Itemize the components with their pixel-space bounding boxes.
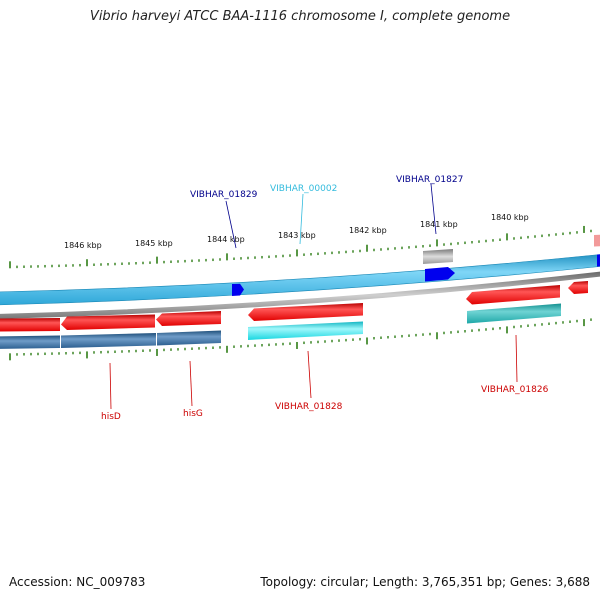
gene-arrow-vibhar-01828[interactable] <box>248 303 363 321</box>
callout-line-vibhar-01829 <box>225 200 237 249</box>
gene-arrow-hisG[interactable] <box>156 311 221 326</box>
genome-backbone <box>0 271 600 319</box>
callout-line-vibhar-01827 <box>430 183 437 235</box>
tick-label-1841: 1841 kbp <box>420 220 458 229</box>
gene-label-vibhar-01828[interactable]: VIBHAR_01828 <box>275 402 343 412</box>
forward-feature-right-edge[interactable] <box>597 254 600 267</box>
forward-feature-vibhar-01827[interactable] <box>425 267 455 282</box>
cds-track-hisG[interactable] <box>157 330 221 346</box>
gene-arrow-hisD[interactable] <box>61 314 155 331</box>
callout-line-vibhar-00002 <box>299 193 304 245</box>
forward-feature-vibhar-01829[interactable] <box>232 283 244 296</box>
accession-text: Accession: NC_009783 <box>9 575 146 589</box>
cds-track-hisD[interactable] <box>61 333 156 348</box>
callout-line-hisG <box>189 360 193 407</box>
callout-line-hisD <box>109 362 112 410</box>
topology-text: Topology: circular; Length: 3,765,351 bp… <box>260 575 590 589</box>
scale-ticks-bottom <box>9 318 592 361</box>
tick-label-1845: 1845 kbp <box>135 239 173 248</box>
gray-feature-vibhar-01827[interactable] <box>423 249 453 264</box>
callout-line-vibhar-01826 <box>515 334 518 383</box>
gene-label-vibhar-01826[interactable]: VIBHAR_01826 <box>481 385 549 395</box>
tick-label-1844: 1844 kbp <box>207 235 245 244</box>
map-title: Vibrio harveyi ATCC BAA-1116 chromosome … <box>89 9 511 24</box>
cds-track-hisD-left[interactable] <box>0 335 60 350</box>
scale-labels: 1846 kbp 1845 kbp 1844 kbp 1843 kbp 1842… <box>64 213 529 250</box>
tick-label-1842: 1842 kbp <box>349 226 387 235</box>
scale-ticks-top <box>9 225 592 269</box>
gene-label-vibhar-01827[interactable]: VIBHAR_01827 <box>396 175 463 185</box>
pink-feature-right-edge[interactable] <box>594 234 600 247</box>
tick-label-1840: 1840 kbp <box>491 213 529 222</box>
tick-label-1846: 1846 kbp <box>64 241 102 250</box>
gene-arrow-right-edge[interactable] <box>568 281 588 294</box>
gene-label-vibhar-01829[interactable]: VIBHAR_01829 <box>190 190 258 200</box>
gene-label-hisG[interactable]: hisG <box>183 409 203 419</box>
callout-line-vibhar-01828 <box>307 350 312 399</box>
gene-label-hisD[interactable]: hisD <box>101 412 121 422</box>
cds-track-vibhar-01826[interactable] <box>467 303 561 324</box>
tick-label-1843: 1843 kbp <box>278 231 316 240</box>
gene-arrow-hisD-left[interactable] <box>0 318 60 332</box>
cds-track-vibhar-01828[interactable] <box>248 321 363 341</box>
gene-label-vibhar-00002[interactable]: VIBHAR_00002 <box>270 184 337 194</box>
forward-strand-track[interactable] <box>0 254 600 306</box>
gene-arrow-vibhar-01826[interactable] <box>466 285 560 305</box>
callout-lines <box>109 183 518 410</box>
